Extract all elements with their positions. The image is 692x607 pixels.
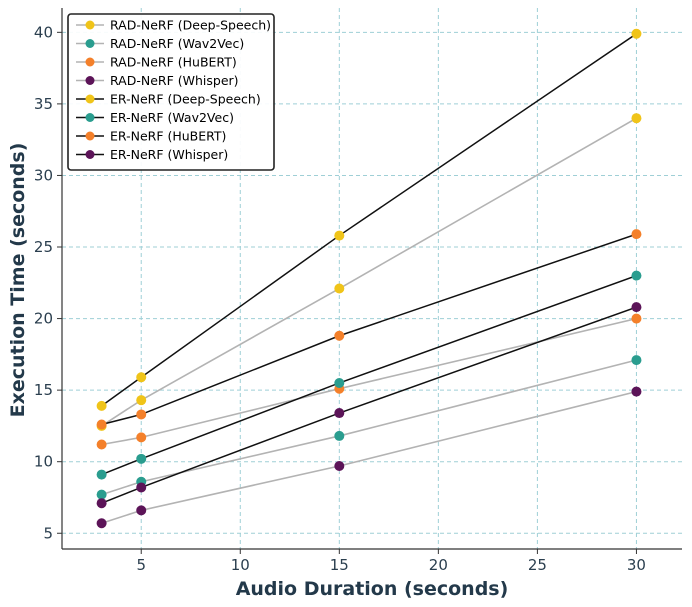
- data-point: [136, 432, 147, 443]
- y-axis-title: Execution Time (seconds): [7, 143, 29, 418]
- data-point: [96, 518, 107, 529]
- data-point: [136, 395, 147, 406]
- axes: [61, 8, 682, 550]
- data-point: [334, 408, 345, 419]
- data-point: [334, 330, 345, 341]
- y-tick-label: 15: [34, 381, 53, 399]
- y-tick-label: 25: [34, 238, 53, 256]
- legend-entry: ER-NeRF (Whisper): [76, 147, 228, 162]
- legend-label: RAD-NeRF (Whisper): [110, 73, 239, 88]
- legend-label: ER-NeRF (Wav2Vec): [110, 110, 234, 125]
- x-tick-label: 20: [429, 556, 448, 574]
- legend-marker: [85, 94, 95, 104]
- legend-label: ER-NeRF (HuBERT): [110, 129, 226, 144]
- legend-entry: ER-NeRF (Deep-Speech): [76, 92, 261, 107]
- y-tick-label: 35: [34, 95, 53, 113]
- data-point: [631, 313, 642, 324]
- data-point: [334, 430, 345, 441]
- series-line: [101, 274, 637, 476]
- y-tick-label: 40: [34, 23, 53, 41]
- data-point: [96, 419, 107, 430]
- series-line: [101, 117, 637, 427]
- x-tick-label: 10: [231, 556, 250, 574]
- legend-entry: RAD-NeRF (Whisper): [76, 73, 239, 88]
- data-point: [96, 439, 107, 450]
- data-point: [631, 386, 642, 397]
- x-tick-label: 15: [330, 556, 349, 574]
- data-point: [96, 400, 107, 411]
- legend-label: RAD-NeRF (HuBERT): [110, 55, 237, 70]
- data-point: [631, 270, 642, 281]
- data-point: [334, 283, 345, 294]
- series-line: [101, 317, 637, 446]
- data-point: [96, 489, 107, 500]
- x-tick-label: 25: [528, 556, 547, 574]
- legend-label: ER-NeRF (Deep-Speech): [110, 92, 261, 107]
- series-line: [101, 33, 637, 407]
- data-point: [136, 453, 147, 464]
- legend-entry: RAD-NeRF (Deep-Speech): [76, 18, 271, 33]
- legend-box: [67, 13, 275, 171]
- grid: [62, 8, 682, 549]
- legend-marker: [85, 76, 95, 85]
- series-layer: [96, 28, 642, 529]
- legend-label: RAD-NeRF (Wav2Vec): [110, 36, 244, 51]
- x-axis-ticks: 5 10 15 20 25 30: [136, 549, 646, 574]
- y-tick-label: 30: [34, 166, 53, 184]
- series-line: [101, 359, 637, 496]
- series-line: [101, 390, 637, 524]
- legend-entry: ER-NeRF (HuBERT): [76, 129, 226, 144]
- data-point: [96, 469, 107, 480]
- legend-entry: RAD-NeRF (HuBERT): [76, 55, 237, 70]
- legend-entry: ER-NeRF (Wav2Vec): [76, 110, 234, 125]
- data-point: [631, 28, 642, 39]
- y-tick-label: 5: [43, 524, 53, 542]
- data-point: [334, 460, 345, 471]
- legend-marker: [85, 39, 95, 48]
- series-line: [101, 233, 637, 426]
- y-axis-ticks: 5 10 15 20 25 30 35 40: [34, 23, 62, 542]
- legend-marker: [85, 131, 95, 141]
- legend-marker: [85, 113, 95, 122]
- legend-label: ER-NeRF (Whisper): [110, 147, 228, 162]
- legend-entry: RAD-NeRF (Wav2Vec): [76, 36, 244, 51]
- x-tick-label: 30: [627, 556, 646, 574]
- series-line: [101, 306, 637, 504]
- data-point: [136, 482, 147, 493]
- legend-marker: [85, 150, 95, 159]
- data-point: [334, 377, 345, 388]
- data-point: [631, 302, 642, 313]
- data-point: [631, 355, 642, 366]
- x-axis-title: Audio Duration (seconds): [236, 578, 509, 600]
- data-point: [631, 113, 642, 124]
- data-point: [136, 409, 147, 420]
- legend-marker: [85, 20, 95, 30]
- data-point: [136, 505, 147, 516]
- data-point: [136, 372, 147, 383]
- x-tick-label: 5: [136, 556, 146, 574]
- y-tick-label: 20: [34, 310, 53, 328]
- y-tick-label: 10: [34, 453, 53, 471]
- legend-label: RAD-NeRF (Deep-Speech): [110, 18, 271, 33]
- data-point: [96, 498, 107, 509]
- legend: RAD-NeRF (Deep-Speech) RAD-NeRF (Wav2Vec)…: [67, 13, 275, 171]
- data-point: [334, 230, 345, 241]
- legend-marker: [85, 57, 95, 67]
- data-point: [631, 229, 642, 240]
